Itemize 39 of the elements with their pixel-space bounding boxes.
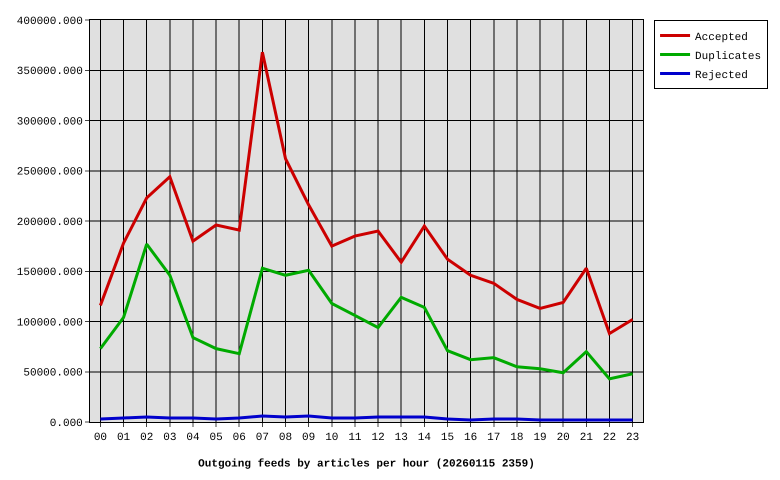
y-tick-label: 200000.000: [16, 216, 83, 229]
x-tick-label: 17: [487, 432, 500, 444]
y-tick-label: 0.000: [50, 418, 83, 430]
x-tick-label: 07: [256, 432, 269, 444]
y-tick-label: 100000.000: [16, 317, 83, 330]
x-tick-label: 19: [533, 432, 547, 444]
line-series: [98, 242, 634, 380]
x-tick-label: 08: [278, 432, 292, 444]
x-tick-label: 13: [394, 432, 408, 444]
legend-label: Rejected: [695, 70, 748, 82]
y-tick-label: 350000.000: [16, 66, 83, 78]
y-tick-label: 50000.000: [23, 368, 83, 380]
x-tick-label: 21: [580, 432, 594, 444]
x-tick-label: 11: [348, 432, 362, 444]
x-tick-label: 10: [325, 432, 338, 444]
x-tick-label: 12: [371, 432, 385, 444]
x-tick-label: 18: [510, 432, 524, 444]
x-tick-label: 16: [464, 432, 478, 444]
legend-label: Accepted: [695, 32, 748, 44]
y-tick-label: 300000.000: [16, 116, 83, 128]
x-tick-label: 05: [210, 432, 223, 444]
x-tick-label: 22: [602, 432, 616, 444]
x-tick-label: 02: [140, 432, 154, 444]
x-tick-label: 04: [186, 432, 200, 444]
x-tick-label: 03: [163, 432, 176, 444]
line-series: [98, 50, 634, 336]
x-tick-label: 06: [232, 432, 246, 444]
x-tick-label: 00: [94, 432, 108, 444]
x-tick-label: 14: [418, 432, 432, 444]
x-tick-label: 20: [556, 432, 570, 444]
y-tick-label: 150000.000: [16, 267, 83, 280]
x-tick-label: 23: [626, 432, 640, 444]
y-tick-label: 400000.000: [16, 16, 83, 28]
legend-label: Duplicates: [695, 50, 762, 63]
x-tick-label: 09: [302, 432, 316, 444]
x-axis-title: Outgoing feeds by articles per hour (20260115 2359): [198, 457, 535, 470]
y-tick-label: 250000.000: [16, 166, 83, 179]
x-tick-label: 01: [116, 432, 131, 444]
x-tick-label: 15: [440, 432, 454, 444]
